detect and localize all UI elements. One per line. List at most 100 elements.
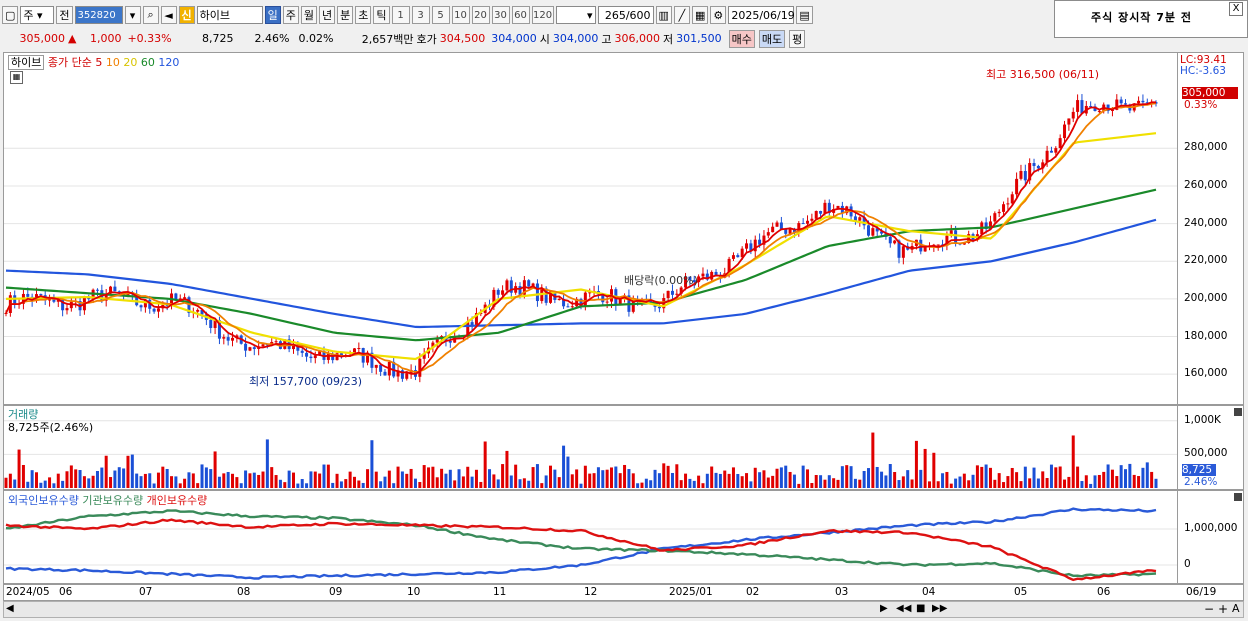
foreign-legend: 외국인보유수량 bbox=[8, 494, 79, 507]
count-field[interactable]: 265/600 bbox=[597, 6, 654, 24]
volume-bar bbox=[605, 469, 609, 488]
candle-body bbox=[492, 289, 496, 307]
price-tick-label: 200,000 bbox=[1184, 291, 1228, 304]
stop-icon[interactable]: ■ bbox=[916, 603, 926, 614]
candle-body bbox=[666, 290, 670, 299]
eval-button[interactable]: 평 bbox=[789, 29, 806, 48]
candle-body bbox=[753, 239, 757, 252]
candle-body bbox=[335, 353, 339, 361]
volume-bar bbox=[684, 473, 688, 488]
search-icon[interactable]: ⌕ bbox=[142, 6, 159, 24]
institution-line bbox=[5, 509, 1157, 578]
volume-bar bbox=[74, 469, 78, 488]
scroll-left-icon[interactable]: ◀ bbox=[6, 603, 14, 614]
ma-label: 종가 단순 bbox=[47, 56, 92, 69]
candle-body bbox=[509, 280, 513, 293]
candle-type-icon[interactable]: ▥ bbox=[655, 6, 672, 24]
stock-code-input[interactable]: 352820 bbox=[74, 6, 123, 24]
volume-bar bbox=[762, 470, 766, 488]
zoom-out-icon[interactable]: − bbox=[1204, 602, 1215, 616]
candle-body bbox=[56, 299, 60, 302]
line-tool-icon[interactable]: ╱ bbox=[673, 6, 690, 24]
buy-button[interactable]: 매수 bbox=[728, 29, 755, 48]
period-minute-button[interactable]: 분 bbox=[337, 6, 354, 24]
volume-bar bbox=[174, 476, 178, 488]
candle-body bbox=[601, 294, 605, 303]
interval-button[interactable]: 5 bbox=[431, 6, 450, 24]
candle-body bbox=[422, 353, 426, 359]
panel-close-icon[interactable] bbox=[1234, 408, 1242, 416]
stock-name-field[interactable]: 하이브 bbox=[196, 6, 263, 24]
zoom-in-icon[interactable]: + bbox=[1218, 602, 1229, 616]
volume-current-box: 8,725 bbox=[1182, 464, 1216, 476]
volume-bar bbox=[200, 464, 204, 488]
volume-bar bbox=[187, 472, 191, 488]
volume-bar bbox=[392, 483, 396, 488]
x-axis-label: 11 bbox=[493, 586, 507, 598]
play-icon[interactable]: ▶ bbox=[880, 603, 888, 614]
interval-button[interactable]: 30 bbox=[491, 6, 510, 24]
volume-bar bbox=[1154, 478, 1158, 488]
date-input[interactable]: 2025/06/19 bbox=[728, 6, 795, 24]
font-size-icon[interactable]: A bbox=[1232, 602, 1240, 615]
volume-axis: 1,000K 500,000 8,725 2.46% bbox=[1178, 405, 1244, 490]
interval-button[interactable]: 1 bbox=[391, 6, 410, 24]
interval-button[interactable]: 60 bbox=[511, 6, 530, 24]
calendar-icon[interactable]: ▤ bbox=[796, 6, 813, 24]
volume-bar bbox=[117, 467, 121, 488]
interval-button[interactable]: 20 bbox=[471, 6, 490, 24]
table-icon[interactable]: ▦ bbox=[691, 6, 709, 24]
volume-bar bbox=[562, 445, 566, 488]
volume-bar bbox=[30, 470, 34, 488]
candle-body bbox=[1137, 100, 1141, 104]
code-dropdown-icon[interactable]: ▾ bbox=[124, 6, 141, 24]
volume-bar bbox=[736, 473, 740, 488]
volume-bar bbox=[34, 472, 38, 488]
volume-chart[interactable] bbox=[4, 406, 1177, 489]
period-year-button[interactable]: 년 bbox=[319, 6, 336, 24]
period-tick-button[interactable]: 틱 bbox=[373, 6, 390, 24]
interval-button[interactable]: 120 bbox=[531, 6, 554, 24]
market-select[interactable]: 주 ▾ bbox=[20, 6, 55, 24]
forward-icon[interactable]: ▶▶ bbox=[932, 603, 948, 614]
candle-body bbox=[252, 347, 256, 349]
ma10-line bbox=[5, 102, 1157, 373]
ask-price: 304,000 bbox=[491, 32, 537, 45]
price-chart[interactable] bbox=[4, 53, 1177, 404]
volume-bar bbox=[927, 481, 931, 488]
period-month-button[interactable]: 월 bbox=[300, 6, 318, 24]
volume-bar bbox=[1063, 479, 1067, 488]
candle-body bbox=[579, 299, 583, 307]
gear-icon[interactable]: ⚙ bbox=[710, 6, 727, 24]
volume-bar bbox=[217, 476, 221, 488]
candle-body bbox=[684, 276, 688, 288]
period-week-button[interactable]: 주 bbox=[282, 6, 299, 24]
panel-close-icon[interactable] bbox=[1234, 493, 1242, 501]
candle-body bbox=[1093, 106, 1097, 111]
holding-chart[interactable] bbox=[4, 491, 1177, 583]
ma20-line bbox=[5, 132, 1157, 361]
candle-body bbox=[736, 255, 740, 258]
speaker-icon[interactable]: ◄ bbox=[160, 6, 177, 24]
window-menu-icon[interactable]: ▢ bbox=[2, 6, 19, 24]
candle-body bbox=[357, 348, 361, 350]
period-day-button[interactable]: 일 bbox=[264, 6, 281, 24]
prev-button[interactable]: 전 bbox=[56, 6, 73, 24]
calculator-icon[interactable]: ▦ bbox=[10, 71, 23, 84]
candle-body bbox=[936, 244, 940, 246]
high-price: 306,000 bbox=[614, 32, 660, 45]
close-icon[interactable]: X bbox=[1229, 2, 1243, 16]
volume-bar bbox=[152, 483, 156, 488]
volume-bar bbox=[932, 452, 936, 488]
candle-body bbox=[1023, 171, 1027, 181]
period-second-button[interactable]: 초 bbox=[355, 6, 372, 24]
sell-button[interactable]: 매도 bbox=[758, 29, 786, 48]
volume-bar bbox=[387, 470, 391, 488]
interval-button[interactable]: 3 bbox=[411, 6, 430, 24]
scroll-bar[interactable]: ◀ ▶ ◀◀ ■ ▶▶ − + A bbox=[3, 601, 1244, 618]
rewind-icon[interactable]: ◀◀ bbox=[896, 603, 912, 614]
interval-button[interactable]: 10 bbox=[451, 6, 470, 24]
ma20-label: 20 bbox=[123, 56, 138, 69]
interval-input[interactable]: ▾ bbox=[555, 6, 596, 24]
candle-body bbox=[226, 337, 230, 341]
